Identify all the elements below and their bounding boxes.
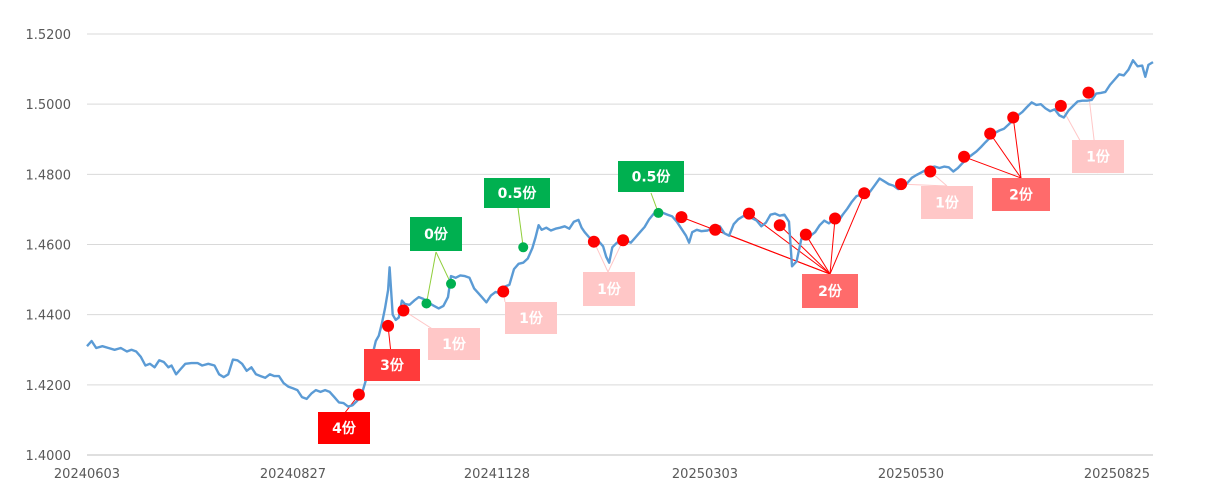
buy-marker	[382, 319, 395, 332]
annotation-label: 1份	[583, 272, 635, 306]
buy-marker	[497, 285, 510, 298]
leader-line	[805, 234, 831, 275]
buy-marker	[1007, 111, 1020, 124]
annotation-text: 1份	[1086, 149, 1111, 166]
y-tick-label: 1.5200	[26, 28, 72, 43]
annotation-text: 1份	[442, 336, 467, 353]
annotation-text: 0份	[424, 226, 449, 243]
buy-marker	[895, 178, 908, 191]
leader-line	[403, 310, 435, 331]
buy-marker	[743, 207, 756, 220]
buy-marker	[1054, 99, 1067, 112]
leader-line	[517, 207, 524, 248]
annotation-box	[484, 178, 550, 208]
annotation-box	[618, 161, 684, 192]
annotation-label: 1份	[1072, 140, 1124, 173]
x-tick-label: 20240603	[54, 467, 120, 482]
trade-markers	[352, 86, 1095, 401]
annotation-box	[505, 302, 557, 334]
x-tick-label: 20250825	[1084, 467, 1150, 482]
annotation-label: 1份	[505, 302, 557, 334]
buy-marker	[858, 187, 871, 200]
leader-line	[829, 218, 836, 275]
buy-marker	[924, 165, 937, 178]
annotation-label: 0.5份	[618, 161, 684, 192]
buy-marker	[709, 223, 722, 236]
buy-marker	[984, 127, 997, 140]
annotation-text: 1份	[597, 281, 622, 298]
leader-line	[989, 133, 1022, 179]
annotation-label: 0.5份	[484, 178, 550, 208]
annotation-box	[364, 349, 420, 381]
annotation-text: 1份	[519, 310, 544, 327]
annotation-labels: 4份 3份 1份 0份 1份 0.5份 1份 0.5份 2份 1份 2份 1份	[318, 140, 1124, 444]
buy-marker	[675, 211, 688, 224]
annotation-text: 2份	[1009, 187, 1034, 204]
buy-marker	[773, 219, 786, 232]
annotation-box	[921, 186, 973, 219]
leader-line	[829, 193, 865, 275]
y-axis-ticks: 1.5200 1.5000 1.4800 1.4600 1.4400 1.4200 1.40…	[26, 28, 72, 464]
annotation-leader-lines	[343, 92, 1099, 415]
buy-marker	[397, 304, 410, 317]
annotation-box	[992, 178, 1050, 211]
y-tick-label: 1.4000	[26, 449, 72, 464]
leader-line	[715, 229, 831, 275]
leader-line	[435, 251, 452, 285]
sell-marker	[518, 242, 529, 253]
annotation-box	[318, 412, 370, 444]
leader-line	[779, 224, 831, 275]
sell-marker	[421, 298, 432, 309]
annotation-text: 0.5份	[632, 169, 672, 186]
annotation-label: 1份	[428, 328, 480, 360]
buy-marker	[829, 212, 842, 225]
annotation-text: 2份	[818, 283, 843, 300]
leader-line	[1012, 117, 1022, 179]
annotation-text: 1份	[935, 195, 960, 212]
annotation-label: 4份	[318, 412, 370, 444]
x-tick-label: 20240827	[260, 467, 326, 482]
annotation-label: 3份	[364, 349, 420, 381]
buy-marker	[958, 150, 971, 163]
annotation-text: 4份	[332, 420, 357, 437]
annotation-box	[583, 272, 635, 306]
buy-marker	[1082, 86, 1095, 99]
leader-line	[963, 156, 1022, 179]
y-tick-label: 1.4200	[26, 379, 72, 394]
annotation-label: 0份	[410, 217, 462, 251]
annotation-label: 2份	[992, 178, 1050, 211]
leader-line	[901, 183, 948, 187]
leader-line	[425, 251, 437, 304]
x-tick-label: 20250303	[672, 467, 738, 482]
annotation-label: 1份	[921, 186, 973, 219]
y-tick-label: 1.4600	[26, 239, 72, 254]
y-tick-label: 1.5000	[26, 98, 72, 113]
x-axis-ticks: 20240603 20240827 20241128 20250303 20250530…	[54, 467, 1150, 482]
y-tick-label: 1.4400	[26, 309, 72, 324]
x-tick-label: 20250530	[878, 467, 944, 482]
sell-marker	[653, 207, 664, 218]
annotation-box	[1072, 140, 1124, 173]
buy-marker	[587, 235, 600, 248]
y-tick-label: 1.4800	[26, 168, 72, 183]
annotation-box	[802, 274, 858, 308]
annotation-label: 2份	[802, 274, 858, 308]
x-tick-label: 20241128	[464, 467, 530, 482]
buy-marker	[799, 228, 812, 241]
annotation-text: 0.5份	[498, 185, 538, 202]
annotation-box	[428, 328, 480, 360]
buy-marker	[352, 388, 365, 401]
sell-marker	[446, 278, 457, 289]
annotation-text: 3份	[380, 357, 405, 374]
buy-marker	[617, 234, 630, 247]
annotation-box	[410, 217, 462, 251]
series-line	[86, 59, 1154, 408]
